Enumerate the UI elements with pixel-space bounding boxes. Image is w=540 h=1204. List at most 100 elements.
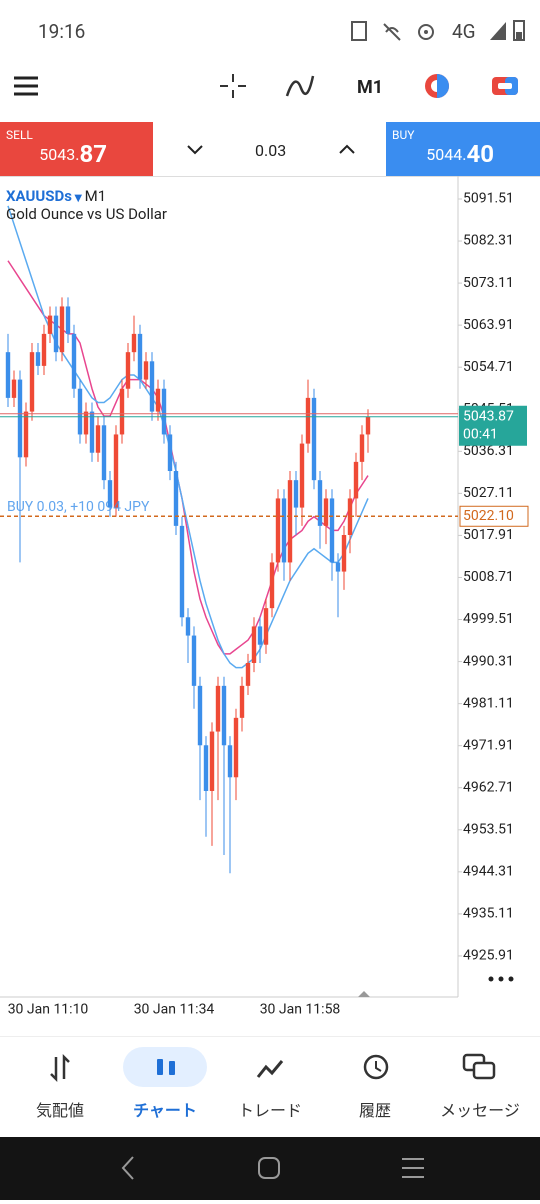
- candle-body: [65, 306, 71, 334]
- recents-button[interactable]: [402, 1158, 424, 1178]
- candle-body: [35, 352, 41, 366]
- trade-panel: SELL 5043.87 0.03 BUY 5044.40: [0, 122, 540, 177]
- y-tick-label: 5073.11: [463, 275, 514, 291]
- candle-body: [293, 480, 299, 508]
- candle-body: [131, 333, 137, 353]
- nav-item[interactable]: 気配値: [35, 1101, 84, 1120]
- volume[interactable]: 0.03: [255, 141, 287, 160]
- y-tick-label: 4999.51: [463, 611, 514, 627]
- y-tick-label: 4981.11: [463, 695, 514, 711]
- y-tick-label: 4962.71: [463, 779, 514, 795]
- symbol-info: XAUUSDs ▼ M1 Gold Ounce vs US Dollar: [6, 187, 168, 223]
- y-tick-label: 5091.51: [463, 191, 514, 207]
- more-dots[interactable]: [488, 976, 514, 982]
- y-tick-label: 5036.31: [463, 443, 514, 459]
- candle-body: [311, 397, 317, 481]
- candle-body: [245, 662, 251, 686]
- candle-body: [95, 425, 101, 453]
- nav-item[interactable]: 履歴: [358, 1101, 391, 1120]
- candle-body: [317, 480, 323, 526]
- candle-body: [53, 315, 59, 353]
- candle-body: [227, 745, 233, 778]
- one-click-icon[interactable]: [492, 77, 518, 95]
- volume-down[interactable]: [180, 136, 210, 162]
- timeframe-button[interactable]: M1: [357, 77, 384, 98]
- system-nav: [0, 1137, 540, 1200]
- back-button[interactable]: [121, 1156, 134, 1180]
- trade-icon[interactable]: [425, 74, 449, 98]
- y-tick-label: 5008.71: [463, 569, 514, 585]
- y-tick-label: 4971.91: [463, 737, 514, 753]
- buy-button[interactable]: BUY 5044.40: [386, 122, 540, 176]
- sell-label: SELL: [6, 128, 33, 142]
- y-tick-label: 4925.91: [463, 948, 514, 964]
- crosshair-button[interactable]: [220, 74, 246, 98]
- candle-body: [341, 535, 347, 572]
- y-tick-label: 4944.31: [463, 864, 514, 880]
- candle-body: [203, 745, 209, 791]
- status-bar: 19:16 4G: [0, 0, 540, 60]
- nav-item[interactable]: トレード: [237, 1101, 302, 1120]
- candle-body: [275, 498, 281, 563]
- candle-body: [185, 617, 191, 636]
- price-label: 5043.87: [463, 408, 514, 424]
- candle-body: [263, 608, 269, 645]
- x-tick-label: 30 Jan 11:58: [260, 1002, 341, 1018]
- candle-body: [269, 562, 275, 609]
- candle-body: [233, 717, 239, 778]
- candle-body: [107, 480, 113, 508]
- candle-body: [23, 411, 29, 458]
- candle-body: [299, 443, 305, 508]
- indicator-button[interactable]: [285, 75, 315, 97]
- candle-body: [197, 685, 203, 746]
- toolbar: M1: [0, 60, 540, 122]
- scroll-marker: [358, 991, 370, 997]
- nav-item[interactable]: チャート: [133, 1101, 197, 1120]
- candle-body: [155, 388, 161, 412]
- candle-body: [215, 685, 221, 732]
- candle-body: [365, 416, 371, 435]
- candle-body: [179, 525, 185, 618]
- candle-body: [77, 388, 83, 435]
- candle-body: [281, 498, 287, 563]
- candle-body: [101, 425, 107, 481]
- candle-body: [119, 388, 125, 435]
- buy-label: BUY: [392, 128, 415, 142]
- candle-body: [161, 388, 167, 435]
- candle-body: [89, 411, 95, 453]
- candle-body: [359, 434, 365, 462]
- moving-average: [7, 205, 369, 669]
- y-tick-label: 4953.51: [463, 821, 514, 837]
- order-price-box: [459, 505, 529, 527]
- candle-body: [287, 480, 293, 563]
- order-price: 5022.10: [463, 508, 514, 524]
- price-timer: 00:41: [463, 426, 498, 442]
- chart: 5091.515082.315073.115063.915054.715045.…: [0, 176, 529, 1018]
- y-tick-label: 4935.11: [463, 906, 514, 922]
- candle-body: [137, 333, 143, 380]
- candle-body: [329, 498, 335, 563]
- menu-button[interactable]: [14, 76, 38, 96]
- candle-body: [209, 731, 215, 791]
- volume-up[interactable]: [332, 136, 362, 162]
- candle-body: [29, 352, 35, 412]
- home-button[interactable]: [258, 1157, 280, 1179]
- buy-price: 5044.: [426, 145, 467, 164]
- signal-battery: [490, 20, 525, 41]
- candle-body: [47, 315, 53, 334]
- price-label-box: [459, 405, 527, 446]
- candle-body: [239, 685, 245, 718]
- nav-icons: [50, 1053, 496, 1083]
- sell-price-frac: 87: [79, 140, 107, 168]
- symbol[interactable]: XAUUSDs: [6, 187, 72, 205]
- candle-body: [221, 685, 227, 746]
- y-tick-label: 5027.11: [463, 485, 514, 501]
- sell-button[interactable]: SELL 5043.87: [0, 122, 153, 176]
- candle-body: [305, 397, 311, 444]
- candle-body: [125, 352, 131, 389]
- clock: 19:16: [38, 20, 86, 43]
- bottom-nav: 気配値 チャート トレード 履歴 メッセージ: [0, 1036, 540, 1137]
- nav-item[interactable]: メッセージ: [440, 1101, 520, 1120]
- candle-body: [5, 352, 11, 398]
